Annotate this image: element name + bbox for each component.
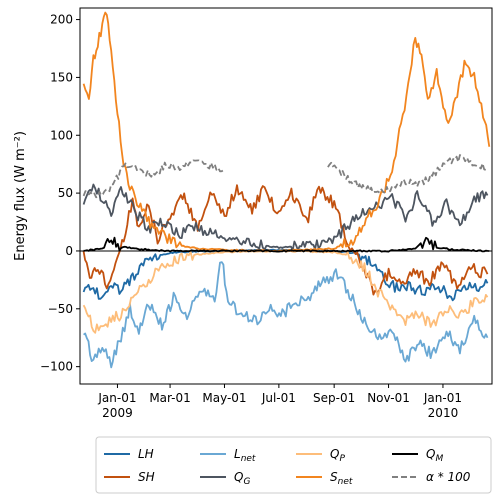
- x-tick-label: Sep-01: [313, 391, 355, 405]
- legend-label-Snet: Snet: [330, 470, 353, 487]
- legend-label-Lnet: Lnet: [234, 447, 256, 464]
- series-line-Lnet: [83, 261, 489, 369]
- y-tick-label: 100: [50, 128, 73, 142]
- y-axis-label: Energy flux (W m⁻²): [13, 131, 28, 261]
- x-tick-label: Jan-01: [423, 391, 462, 405]
- y-tick-label: 50: [58, 186, 73, 200]
- x-tick-year-label: 2009: [102, 406, 133, 420]
- y-tick-label: 150: [50, 70, 73, 84]
- y-tick-label: −50: [48, 302, 73, 316]
- x-tick-label: Jul-01: [261, 391, 296, 405]
- x-tick-year-label: 2010: [428, 406, 459, 420]
- series-line-QG: [82, 183, 489, 252]
- x-tick-label: Jan-01: [97, 391, 136, 405]
- series-line-SH: [82, 184, 489, 296]
- x-tick-label: May-01: [202, 391, 246, 405]
- legend: LH SH Lnet QG QP Snet QM α * 100: [95, 436, 492, 494]
- series-line-alpha100: [82, 159, 225, 199]
- legend-label-QP: QP: [330, 447, 345, 464]
- legend-box: [95, 436, 492, 494]
- x-tick-label: Nov-01: [367, 391, 410, 405]
- legend-label-alpha100: α * 100: [426, 470, 471, 484]
- plot-frame: [79, 7, 493, 385]
- legend-label-LH: LH: [138, 447, 154, 461]
- legend-label-SH: SH: [138, 470, 155, 484]
- series-lines: [82, 11, 491, 369]
- y-tick-label: −100: [40, 360, 73, 374]
- legend-label-QM: QM: [426, 447, 443, 464]
- y-tick-label: 0: [65, 244, 73, 258]
- series-line-QM: [83, 236, 490, 253]
- legend-label-QG: QG: [234, 470, 250, 487]
- y-tick-label: 200: [50, 13, 73, 27]
- series-line-alpha100-part1: [327, 154, 489, 194]
- x-tick-label: Mar-01: [149, 391, 190, 405]
- y-axis: −100 −50 0 50 100 150 200: [40, 13, 80, 374]
